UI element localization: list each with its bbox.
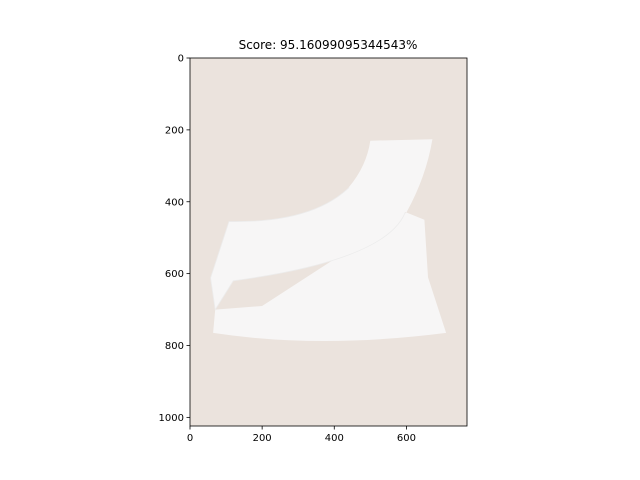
x-tick-label: 200	[253, 433, 272, 444]
y-tick-label: 200	[165, 125, 184, 136]
x-tick-label: 0	[187, 433, 193, 444]
image-area	[190, 58, 467, 426]
garment-shoulder-strap	[348, 139, 433, 213]
x-tick-label: 400	[325, 433, 344, 444]
chart-title: Score: 95.16099095344543%	[239, 38, 418, 52]
x-axis: 0 200 400 600	[187, 426, 416, 444]
garment-ruffle	[210, 179, 407, 311]
garment-body	[213, 212, 447, 341]
axes-frame	[189, 57, 468, 427]
y-tick-label: 1000	[159, 413, 184, 424]
y-tick-label: 400	[165, 197, 184, 208]
y-tick-label: 0	[178, 54, 184, 65]
x-tick-label: 600	[397, 433, 416, 444]
y-tick-label: 800	[165, 341, 184, 352]
y-tick-label: 600	[165, 269, 184, 280]
y-axis: 0 200 400 600 800 1000	[159, 54, 190, 424]
garment-image	[210, 139, 447, 341]
